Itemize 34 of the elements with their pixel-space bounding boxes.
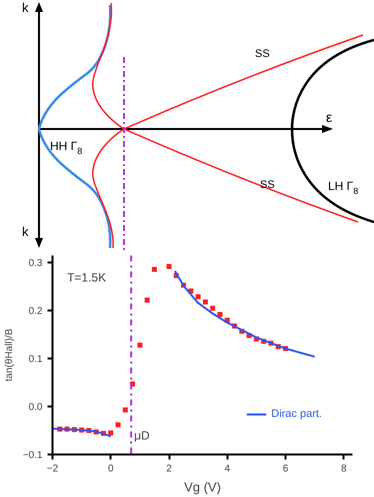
x-tick-label: 4 (224, 464, 230, 474)
point (108, 430, 114, 436)
ref-line-label: μD (134, 428, 150, 442)
text: LH Γ$_{8}$ (328, 179, 358, 196)
y-tick-label: 0.3 (28, 258, 43, 270)
x-tick-label: 6 (282, 464, 289, 474)
text: SS (255, 48, 270, 60)
x-tick-label: 2 (166, 464, 172, 474)
point (202, 300, 208, 305)
point (217, 312, 222, 317)
y-tick-label: 0.1 (28, 354, 43, 366)
x-tick-label: 8 (340, 464, 347, 474)
annotation: T=1.5K (67, 270, 106, 284)
point (210, 306, 216, 311)
point (196, 294, 201, 300)
point (122, 407, 128, 412)
point (116, 422, 121, 428)
point (144, 298, 150, 303)
text: k (22, 224, 29, 239)
text: SS (260, 179, 275, 191)
y-tick-label: 0.2 (28, 306, 43, 318)
text: HH Γ$_{8}$ (50, 139, 82, 156)
y-tick-label: −0.1 (22, 450, 43, 461)
x-axis-title: Vg (V) (184, 480, 221, 494)
x-tick-label: 0 (108, 464, 114, 474)
legend-label: Dirac part. (271, 408, 322, 420)
y-axis-title: tan(θHall)/B (4, 328, 15, 382)
text: ε (326, 109, 332, 125)
point (152, 266, 157, 272)
point (166, 264, 172, 270)
y-tick-label: 0.0 (28, 402, 43, 414)
point (137, 342, 142, 348)
text: k (22, 0, 29, 15)
x-tick-label: −2 (46, 464, 59, 474)
